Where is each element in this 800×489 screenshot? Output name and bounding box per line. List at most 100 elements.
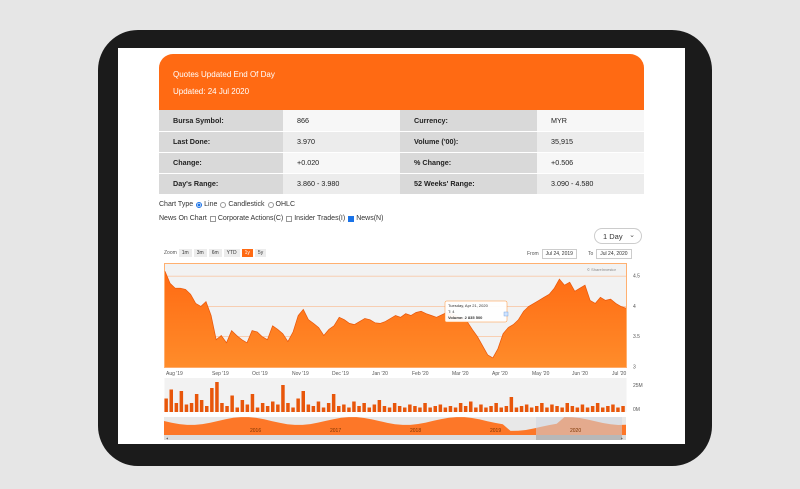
y-tick-label: 3.5: [633, 334, 640, 340]
volume-bar: [555, 406, 559, 412]
label-percent-change: % Change:: [400, 152, 537, 174]
volume-bar: [499, 407, 503, 412]
corporate-actions-label[interactable]: Corporate Actions(C): [217, 215, 284, 222]
chart-type-candlestick-label[interactable]: Candlestick: [228, 201, 265, 208]
volume-bar: [504, 406, 509, 412]
screen: Quotes Updated End Of Day Updated: 24 Ju…: [118, 48, 685, 444]
volume-bar: [194, 394, 199, 412]
zoom-1y-button[interactable]: 1y: [241, 249, 253, 257]
volume-bar: [489, 406, 493, 412]
navigator-area: [164, 417, 626, 435]
volume-bar: [281, 385, 285, 412]
zoom-ytd-button[interactable]: YTD: [223, 249, 240, 257]
zoom-label: Zoom: [164, 250, 177, 256]
zoom-3m-button[interactable]: 3m: [193, 249, 207, 257]
y-tick-label: 4.5: [633, 274, 640, 280]
label-change: Change:: [159, 152, 283, 174]
volume-bar: [215, 382, 219, 412]
navigator-selection[interactable]: [536, 417, 622, 435]
volume-bar: [286, 403, 290, 412]
checkbox-corporate-actions[interactable]: [209, 215, 216, 222]
x-tick-label: Jan '20: [372, 371, 388, 377]
navigator-year-label: 2017: [330, 428, 341, 434]
radio-ohlc[interactable]: [267, 201, 274, 208]
from-date-input[interactable]: Jul 24, 2019: [541, 249, 577, 259]
insider-trades-label[interactable]: Insider Trades(I): [294, 215, 346, 222]
navigator-year-label: 2018: [410, 428, 421, 434]
news-option-label[interactable]: News(N): [356, 215, 384, 222]
volume-bar: [316, 401, 321, 412]
volume-bar: [337, 406, 341, 412]
volume-bar: [296, 398, 300, 412]
volume-bar: [164, 398, 168, 412]
volume-bar: [331, 394, 336, 412]
volume-bar: [616, 407, 620, 412]
chart-type-line-label[interactable]: Line: [204, 201, 218, 208]
volume-bar: [276, 404, 280, 412]
volume-bar: [205, 406, 209, 412]
scroll-left-icon[interactable]: ◂: [166, 435, 168, 440]
value-52-weeks-range: 3.090 - 4.580: [537, 173, 644, 195]
zoom-6m-button[interactable]: 6m: [208, 249, 222, 257]
checkbox-insider-trades[interactable]: [286, 215, 293, 222]
label-last-done: Last Done:: [159, 131, 283, 153]
volume-bar: [179, 391, 184, 412]
value-percent-change: +0.506: [537, 152, 644, 174]
navigator-scrollbar[interactable]: [164, 435, 626, 440]
volume-bar: [291, 407, 295, 412]
news-marker-icon[interactable]: [503, 311, 509, 317]
volume-bar: [306, 404, 311, 412]
volume-bar: [428, 407, 432, 412]
label-bursa-symbol: Bursa Symbol:: [159, 110, 283, 132]
period-select[interactable]: 1 Day ⌄: [594, 228, 642, 244]
volume-bar: [595, 403, 600, 412]
volume-bar: [408, 404, 412, 412]
label-volume: Volume ('00):: [400, 131, 537, 153]
volume-bar: [535, 406, 539, 412]
value-volume: 35,915: [537, 131, 644, 153]
checkbox-news[interactable]: [348, 215, 355, 222]
volume-bar: [474, 407, 478, 412]
tooltip-marker: T: 4: [448, 309, 455, 314]
volume-bar: [560, 407, 564, 412]
volume-bar: [621, 406, 625, 412]
tooltip-box: [444, 300, 508, 323]
price-chart[interactable]: © ShareInvestor 3 3.5 4 4.5 Aug '19 Sep '19 O…: [164, 263, 644, 441]
volume-bar: [438, 404, 443, 412]
volume-bar: [347, 407, 351, 412]
header-updated: Updated: 24 Jul 2020: [173, 87, 250, 96]
zoom-5y-button[interactable]: 5y: [254, 249, 267, 257]
volume-bar: [220, 403, 224, 412]
volume-bar: [433, 406, 437, 412]
zoom-1m-button[interactable]: 1m: [178, 249, 192, 257]
period-select-value: 1 Day: [603, 231, 623, 241]
chevron-down-icon: ⌄: [629, 232, 635, 239]
x-tick-label: Jul '20: [612, 371, 627, 377]
volume-bar: [403, 407, 407, 412]
volume-bar: [590, 406, 595, 412]
to-date-input[interactable]: Jul 24, 2020: [596, 249, 632, 259]
x-tick-label: Jun '20: [572, 371, 588, 377]
scrollbar-thumb[interactable]: [536, 435, 622, 440]
scroll-right-icon[interactable]: ▸: [621, 435, 623, 440]
volume-bar: [230, 395, 234, 412]
volume-bar: [387, 407, 392, 412]
volume-bar: [550, 404, 554, 412]
volume-tick-label: 25M: [633, 383, 643, 389]
tooltip-date: Tuesday, Apr 21, 2020: [448, 303, 489, 308]
volume-bar: [174, 403, 179, 412]
from-label: From: [527, 251, 539, 257]
volume-bar: [245, 404, 250, 412]
volume-bar: [494, 403, 498, 412]
volume-bar: [311, 406, 316, 412]
volume-bar: [255, 407, 260, 412]
radio-candlestick[interactable]: [220, 201, 227, 208]
volume-bar: [225, 406, 229, 412]
volume-bar: [418, 407, 422, 412]
radio-line[interactable]: [196, 201, 203, 208]
volume-bar: [199, 400, 204, 412]
volume-bar: [352, 401, 356, 412]
volume-bar: [443, 407, 448, 412]
chart-type-ohlc-label[interactable]: OHLC: [275, 201, 295, 208]
volume-bar: [448, 406, 453, 412]
